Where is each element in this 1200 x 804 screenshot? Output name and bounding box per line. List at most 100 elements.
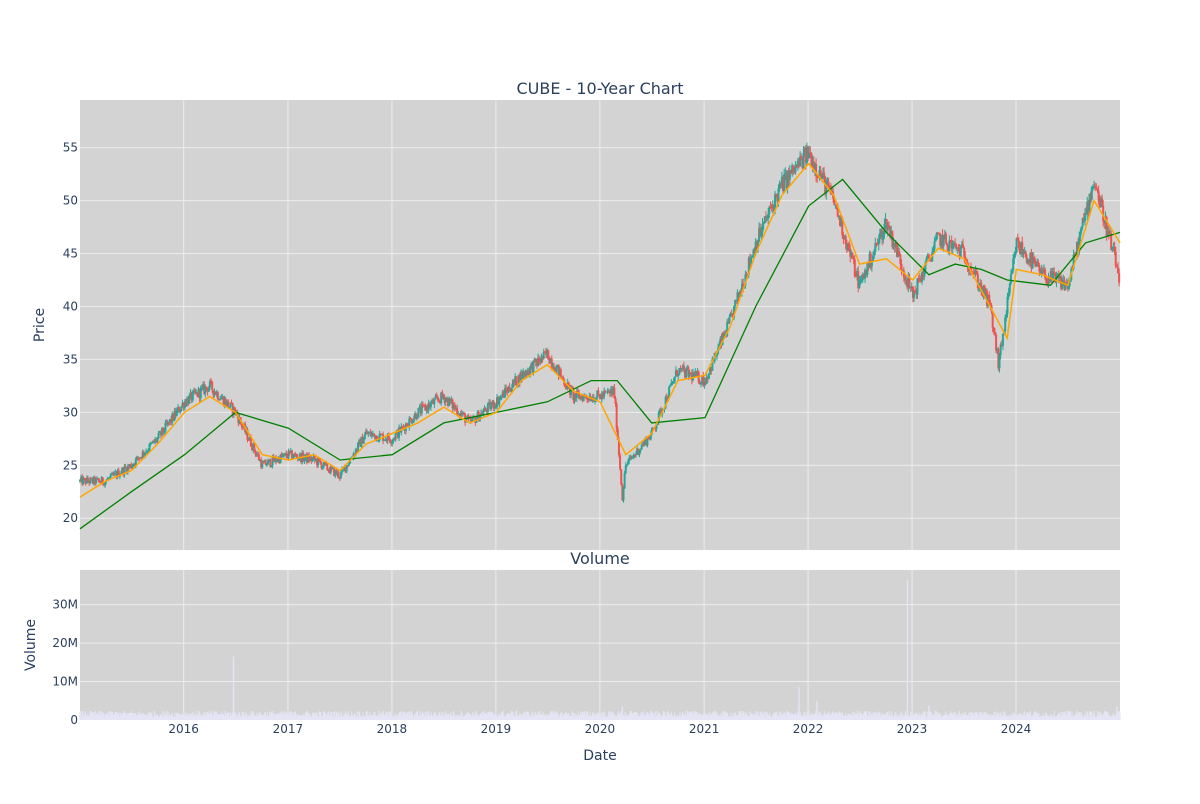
volume-bar [534,712,537,720]
candle-down-body [436,397,439,400]
candle-up-body [771,204,774,209]
candle-up-body [146,451,149,453]
volume-bar [1053,710,1055,720]
candle-up-body [551,366,554,368]
candle-down-body [230,402,233,404]
volume-bar [960,716,962,720]
volume-bar [1034,711,1036,720]
candle-down-body [439,400,442,404]
candle-up-body [624,465,627,474]
date-tick-label: 2021 [689,722,720,736]
volume-bar [1052,715,1054,720]
candle-down-body [402,426,405,428]
candle-down-body [785,173,788,189]
volume-bar [919,716,921,720]
volume-bar [555,711,557,720]
candle-down-body [190,392,193,401]
candle-up-body [228,406,231,408]
volume-bar [473,714,475,720]
candle-up-body [517,374,520,385]
candle-up-body [529,366,532,374]
candle-down-body [1057,275,1060,279]
candle-down-body [862,274,865,279]
candle-up-body [784,173,787,175]
volume-bar [675,715,678,720]
volume-bar [979,711,981,720]
volume-bar [103,713,105,720]
volume-bar [628,713,631,720]
volume-bar [128,712,131,720]
volume-bar [899,714,901,720]
volume-bar [86,715,88,720]
volume-bar [535,714,537,720]
volume-bar [575,713,577,720]
candle-down-body [469,418,472,422]
candle-down-body [885,219,888,231]
candle-down-body [869,253,872,267]
candle-up-body [354,449,357,456]
candle-down-body [887,225,890,228]
volume-bar [93,711,95,720]
candle-up-body [504,388,507,398]
candle-down-body [557,364,560,377]
candle-up-body [721,332,724,345]
candle-up-body [123,466,126,475]
volume-bar [310,716,312,720]
candle-down-body [944,233,947,244]
candle-up-body [767,213,770,219]
volume-bar [1043,715,1045,720]
volume-bar [728,715,731,720]
volume-bar [1032,715,1034,720]
volume-bar [333,716,335,720]
candle-up-body [383,439,386,441]
volume-bar [111,711,114,720]
volume-bar [123,710,126,720]
volume-bar [734,712,737,720]
volume-bar [726,712,728,720]
volume-bar [614,714,616,720]
volume-bar-spike [668,714,671,720]
candle-up-body [758,227,761,242]
volume-bar [531,712,533,720]
volume-bar [897,715,899,720]
candle-down-body [90,477,93,479]
candle-down-body [319,460,322,464]
volume-bar [639,714,642,720]
volume-bar [970,712,972,720]
volume-bar [823,710,825,720]
volume-bar [1099,712,1101,720]
candle-down-body [689,372,692,374]
candle-down-body [621,484,624,501]
volume-bar [245,712,247,720]
volume-bar [340,711,343,720]
volume-bar [929,711,931,720]
candle-up-body [631,457,634,459]
volume-bar [415,713,417,720]
volume-bar [255,716,257,720]
volume-bar [598,712,600,720]
volume-bar [125,712,127,720]
candle-up-body [444,399,447,403]
volume-bar [315,712,317,720]
volume-bar [314,714,316,720]
volume-bar [880,713,883,720]
candle-down-body [565,386,568,390]
candle-up-body [777,188,780,202]
candle-up-body [173,410,176,421]
candle-down-body [115,472,118,478]
candle-down-body [97,478,100,481]
volume-bar [925,716,927,720]
candle-up-body [183,401,186,409]
volume-bar [619,713,621,720]
candle-down-body [1000,344,1003,346]
volume-bar [1066,713,1068,720]
candle-down-body [174,410,177,416]
volume-bar [566,714,568,720]
volume-bar [638,715,640,720]
candle-down-body [447,398,450,406]
volume-bar [802,714,804,720]
volume-bar [788,712,790,720]
volume-bar [228,716,231,720]
volume-bar [354,713,356,720]
candle-down-body [619,455,622,470]
